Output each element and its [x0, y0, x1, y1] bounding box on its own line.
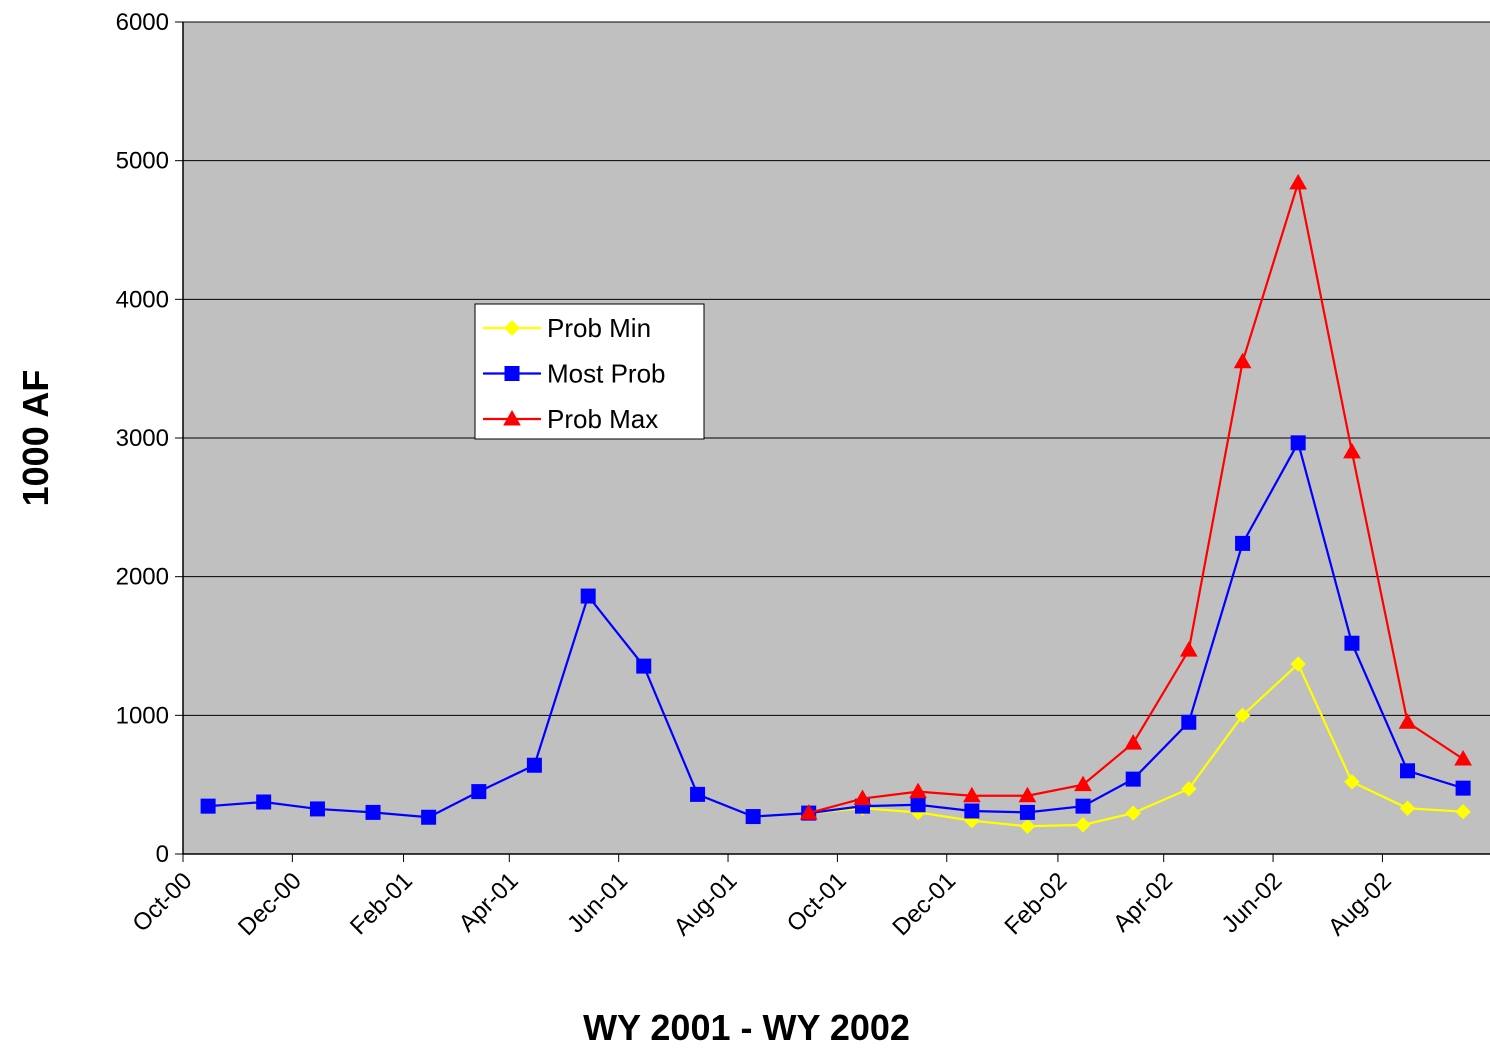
x-tick-label: Dec-01 [887, 867, 961, 941]
data-point-prob-max [962, 786, 981, 803]
data-point-prob-min [1399, 800, 1416, 816]
data-point-most-prob [1181, 714, 1197, 730]
y-tick-label: 4000 [116, 286, 169, 313]
data-point-most-prob [910, 797, 926, 813]
x-tick-label: Feb-02 [999, 867, 1072, 940]
series-line-most-prob [208, 439, 1464, 819]
data-point-prob-max [1018, 786, 1037, 803]
x-tick-label: Oct-00 [127, 867, 197, 937]
series-prob-max [799, 173, 1472, 820]
data-point-most-prob [964, 803, 980, 819]
gridlines [183, 21, 1490, 716]
x-tick-label: Aug-02 [1323, 867, 1397, 941]
data-point-prob-min [1181, 781, 1197, 797]
x-tick-label: Apr-02 [1108, 867, 1178, 937]
series-lines [200, 173, 1472, 834]
data-point-prob-max [799, 804, 818, 820]
data-point-most-prob [309, 801, 325, 817]
data-point-prob-min [1455, 803, 1471, 820]
data-point-prob-max [1124, 734, 1143, 750]
legend-label: Prob Max [547, 404, 658, 434]
data-point-prob-max [1233, 352, 1252, 369]
series-most-prob [200, 435, 1471, 825]
data-point-most-prob [1075, 798, 1091, 814]
data-point-most-prob [1455, 780, 1471, 796]
data-point-prob-max [1179, 641, 1198, 657]
data-point-most-prob [580, 588, 596, 604]
y-axis-title: 1000 AF [15, 370, 56, 507]
data-point-prob-min [1019, 818, 1036, 834]
x-tick-label: Dec-00 [233, 867, 307, 941]
data-point-prob-max [1343, 442, 1361, 459]
data-point-most-prob [1235, 535, 1251, 551]
data-point-prob-min [1125, 805, 1141, 821]
y-tick-label: 3000 [116, 425, 169, 452]
y-tick-label: 1000 [116, 702, 169, 729]
x-tick-label: Jun-02 [1217, 867, 1288, 938]
data-point-most-prob [690, 786, 706, 802]
legend-label: Most Prob [547, 359, 666, 389]
x-tick-label: Feb-01 [345, 867, 418, 940]
y-tick-label: 6000 [116, 9, 169, 36]
data-point-prob-max [1289, 173, 1308, 190]
data-point-prob-max [909, 782, 927, 799]
data-point-most-prob [200, 798, 216, 814]
data-point-most-prob [256, 794, 272, 810]
legend-marker [503, 409, 521, 426]
x-tick-label: Oct-01 [782, 867, 852, 937]
data-point-most-prob [421, 809, 437, 825]
legend-marker [504, 320, 520, 336]
data-point-most-prob [636, 658, 652, 674]
legend-item-prob-min: Prob Min [483, 313, 651, 343]
data-point-most-prob [365, 804, 381, 820]
data-point-prob-max [1074, 775, 1092, 792]
data-point-most-prob [471, 784, 487, 800]
legend: Prob Min Most Prob Prob Max [474, 303, 705, 440]
data-point-prob-max [1454, 750, 1472, 766]
data-point-prob-min [1075, 817, 1091, 833]
data-point-prob-max [1398, 713, 1417, 729]
y-tick-label: 2000 [116, 564, 169, 591]
legend-item-most-prob: Most Prob [483, 359, 666, 389]
data-point-most-prob [526, 757, 542, 773]
data-point-prob-min [1234, 707, 1251, 724]
x-tick-label: Jun-01 [562, 867, 633, 938]
data-point-most-prob [1125, 771, 1141, 787]
data-point-most-prob [1400, 763, 1416, 779]
legend-label: Prob Min [547, 313, 651, 343]
y-tick-label: 0 [156, 841, 169, 868]
data-point-prob-min [1290, 656, 1306, 672]
x-axis-title: WY 2001 - WY 2002 [583, 1007, 910, 1048]
data-point-most-prob [745, 809, 761, 825]
data-point-most-prob [1344, 635, 1360, 651]
x-tick-label: Aug-01 [669, 867, 743, 941]
data-point-most-prob [1290, 435, 1306, 451]
x-tick-label: Apr-01 [454, 867, 524, 937]
legend-item-prob-max: Prob Max [483, 404, 658, 434]
data-point-prob-min [1344, 774, 1360, 790]
legend-marker [504, 366, 520, 381]
y-tick-label: 5000 [116, 148, 169, 175]
data-point-most-prob [1019, 804, 1035, 820]
data-point-prob-max [853, 789, 872, 806]
